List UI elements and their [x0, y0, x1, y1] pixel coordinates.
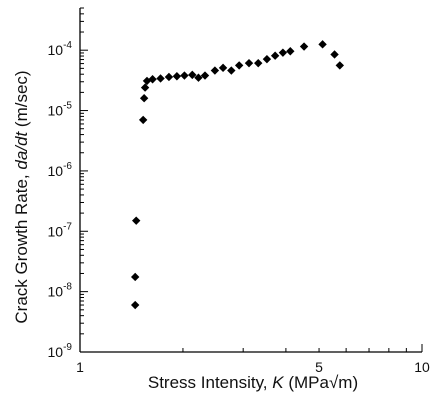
data-point	[156, 74, 165, 83]
y-tick-label: 10-9	[48, 342, 73, 360]
data-point	[164, 72, 174, 82]
data-point	[234, 61, 244, 70]
data-point	[210, 66, 220, 75]
data-point	[148, 75, 157, 84]
y-tick-label: 10-4	[48, 40, 73, 58]
x-axis-ticks: 1 5 10	[76, 344, 430, 375]
data-point	[130, 300, 140, 310]
y-axis-label: Crack Growth Rate, da/dt (m/sec)	[12, 70, 31, 323]
data-point	[286, 47, 295, 56]
data-point	[139, 94, 149, 103]
data-point	[218, 63, 228, 73]
data-point	[200, 71, 210, 80]
data-point	[188, 70, 197, 80]
x-tick-label: 1	[76, 359, 84, 375]
y-tick-label: 10-6	[48, 161, 73, 179]
x-axis-label: Stress Intensity, K (MPa√m)	[148, 373, 358, 392]
data-point	[227, 66, 236, 75]
data-point	[140, 83, 150, 92]
data-points	[130, 40, 345, 310]
data-point	[270, 51, 280, 60]
data-point	[318, 40, 327, 49]
data-point	[335, 61, 345, 70]
y-tick-label: 10-8	[48, 282, 73, 300]
data-point	[262, 54, 272, 64]
data-point	[132, 216, 141, 225]
data-point	[138, 115, 148, 125]
y-axis-ticks: 10-9 10-8 10-7 10-6 10-5 10-4	[48, 7, 88, 360]
plot-axes	[79, 8, 422, 353]
data-point	[180, 71, 189, 80]
data-point	[130, 272, 140, 282]
x-tick-label: 5	[315, 359, 323, 375]
data-point	[330, 50, 339, 59]
data-point	[194, 73, 203, 82]
data-point	[172, 72, 182, 81]
y-tick-label: 10-7	[48, 221, 73, 239]
data-point	[254, 58, 263, 68]
x-tick-label: 10	[414, 359, 430, 375]
data-point	[299, 42, 309, 51]
data-point	[278, 48, 288, 57]
data-point	[142, 76, 152, 86]
data-point	[244, 58, 254, 68]
y-tick-label: 10-5	[48, 101, 73, 119]
